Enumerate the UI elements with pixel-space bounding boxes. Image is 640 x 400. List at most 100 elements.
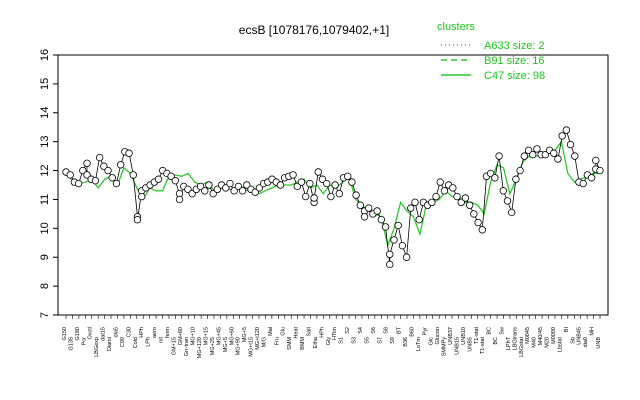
data-point [100,162,108,170]
x-tick-label: M40/45 [538,327,544,345]
plot-area [57,54,609,316]
x-tick-label: UNB45 [577,327,583,345]
x-tick-label: C90 [120,337,126,347]
x-tick-label: MH [590,327,596,336]
data-point [478,226,486,234]
x-tick-label: Heat [294,327,300,339]
data-point [356,201,365,209]
data-point [297,178,306,186]
x-tick-label: M20 [545,337,551,348]
data-point [440,187,449,195]
x-tick-label: LBGtrans [512,327,518,350]
x-tick-label: MG+5 [223,337,229,352]
data-point [432,192,440,201]
x-tick-label: LPhT [506,336,512,350]
x-tick-label: BC [487,327,493,335]
data-point [348,178,356,186]
data-point [66,171,74,179]
data-point [344,172,352,181]
x-tick-label: Lbstat [557,337,563,352]
data-point [398,241,407,250]
data-point [301,192,310,201]
x-tick-label: MG+60 [229,327,235,345]
data-point [520,152,529,160]
x-tick-label: S7 [377,337,383,344]
x-tick-label: LBGexp [94,337,100,357]
x-tick-label: BT [397,326,403,334]
data-point [579,179,587,188]
data-point [205,181,213,189]
x-tick-label: S3 [352,337,358,344]
data-point [470,210,478,218]
x-tick-label: B60 [409,327,415,337]
x-tick-label: SMMPy [442,337,448,357]
data-point [524,146,533,155]
x-tick-label: MG+10 [191,327,197,345]
data-point [79,166,87,175]
data-point [83,159,91,168]
data-point [167,172,175,181]
data-point [386,260,394,269]
data-point [251,188,259,196]
data-point [322,179,331,188]
x-tick-label: B36 [403,337,409,347]
x-tick-label: HTim [332,327,338,340]
data-point [562,126,571,134]
data-point [529,150,537,159]
x-tick-label: LPh [146,337,152,347]
data-point [465,201,474,209]
x-tick-label: UNB37 [448,327,454,345]
data-point [230,187,238,195]
data-point [306,179,314,188]
data-point [373,207,381,215]
x-tick-label: dat15 [101,327,107,341]
data-point [436,178,444,186]
data-point [196,182,205,191]
x-tick-label: Etha [313,336,319,348]
y-tick-label: 16 [39,49,51,61]
x-tick-label: M0045 [525,327,531,344]
data-point [108,174,116,182]
x-tick-label: Gly [326,337,332,346]
data-point [171,176,180,185]
data-point [381,223,390,231]
x-tick-label: S1 [339,337,345,344]
data-point [293,182,301,191]
data-point [116,161,125,169]
x-tick-label: M/G [261,337,267,347]
x-tick-label: S5 [364,337,370,344]
y-tick-label: 15 [39,78,51,90]
chart-title: ecsB [1078176,1079402,+1] [239,23,389,37]
data-point [226,179,234,188]
y-axis: 7 8 9 10 11 12 13 14 15 16 [39,49,58,318]
data-point [512,175,520,183]
x-tick-label: G135 [68,337,74,350]
data-point [453,192,461,201]
data-point [554,155,562,163]
data-point [360,213,369,221]
x-tick-label: MG+t120 [255,327,261,350]
x-tick-label: HPh [139,327,145,338]
x-tick-label: S2 [345,327,351,334]
x-tick-label: MG+t15 [249,337,255,357]
data-point [365,204,373,212]
y-tick-label: 14 [39,107,51,119]
data-point [558,132,566,140]
x-tick-label: MG+25 [210,337,216,355]
data-point [495,152,503,160]
x-tick-label: dia5 [113,327,119,337]
x-tick-label: UNB [596,337,602,349]
x-axis: G150G135G180PcrOxctlLBGexpdat15Diamidia5… [62,315,602,358]
data-point [213,185,222,194]
data-point [222,184,230,192]
legend: clusters A633 size: 2 B91 size: 16 C47 siz… [437,21,545,82]
data-point [541,150,550,159]
data-point [516,166,524,175]
data-point [327,192,335,201]
x-tick-label: M40 [532,337,538,348]
x-tick-label: Pyr [422,327,428,335]
data-point [310,194,318,202]
data-point [201,187,209,195]
x-tick-label: aero [152,327,158,338]
